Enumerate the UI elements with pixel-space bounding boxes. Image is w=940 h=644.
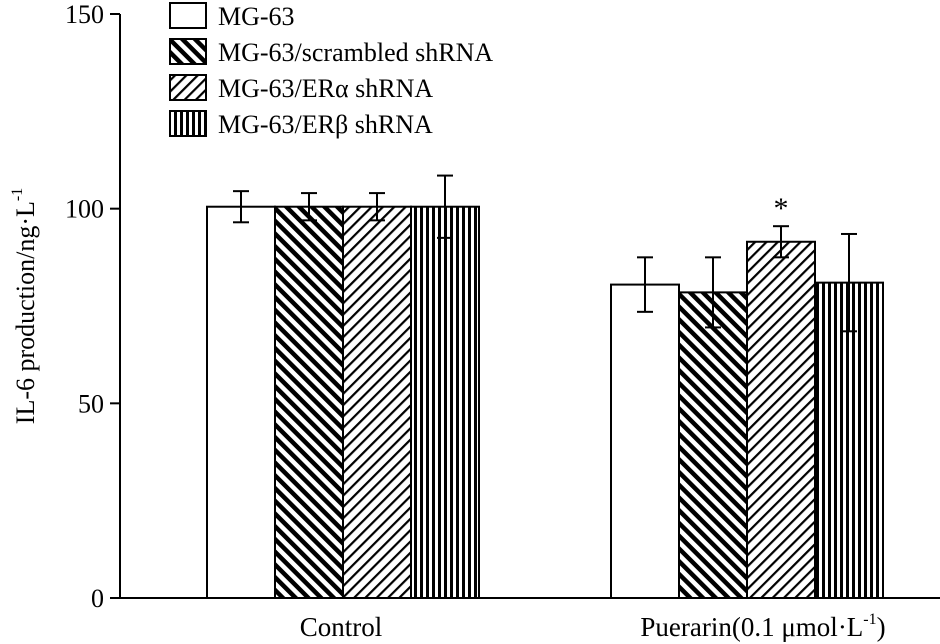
bar-s3-c1 — [814, 281, 884, 599]
legend-swatch-0 — [169, 2, 207, 29]
y-tick-label-2: 100 — [65, 195, 104, 224]
y-tick-label-0: 0 — [91, 584, 104, 613]
error-bar-s1-c1 — [705, 256, 721, 329]
bar-s1-c1 — [678, 291, 748, 599]
error-bar-s1-c0 — [301, 192, 317, 222]
error-bar-s2-c0 — [369, 192, 385, 222]
error-bars — [233, 174, 857, 333]
bar-s3-c0 — [410, 205, 480, 599]
bar-s2-c0 — [342, 205, 412, 599]
legend-label-0: MG-63 — [218, 2, 295, 31]
y-tick-label-3: 150 — [65, 0, 104, 29]
bar-s2-c1 — [746, 240, 816, 599]
legend-swatch-3 — [169, 110, 207, 137]
y-tick-label-1: 50 — [78, 389, 104, 418]
category-label-puerarin-text: Puerarin(0.1 μmol·L — [640, 612, 863, 642]
legend-label-3: MG-63/ERβ shRNA — [218, 110, 433, 139]
legend: MG-63 MG-63/scrambled shRNA MG-63/ERα shRN… — [169, 2, 493, 139]
category-label-control: Control — [300, 612, 383, 642]
legend-swatch-2 — [169, 74, 207, 101]
category-label-puerarin: Puerarin(0.1 μmol·L-1) — [640, 611, 885, 642]
legend-item-2: MG-63/ERα shRNA — [169, 74, 433, 103]
y-axis-label: IL-6 production/ng·L-1 — [9, 188, 40, 424]
bars — [206, 205, 884, 599]
significance-marker-0: * — [774, 192, 789, 225]
y-axis-label-main: IL-6 production/ng·L — [11, 201, 40, 424]
legend-label-1: MG-63/scrambled shRNA — [218, 38, 493, 67]
category-label-puerarin-suffix: ) — [877, 612, 886, 642]
bar-s0-c1 — [610, 283, 680, 599]
error-bar-s0-c0 — [233, 190, 249, 224]
error-bar-s2-c1 — [773, 225, 789, 259]
category-label-puerarin-sup: -1 — [863, 611, 876, 628]
legend-swatch-1 — [169, 38, 207, 65]
y-axis-label-sup: -1 — [9, 188, 26, 201]
legend-item-3: MG-63/ERβ shRNA — [169, 110, 433, 139]
category-label-control-text: Control — [300, 612, 383, 642]
bar-s0-c0 — [206, 205, 276, 599]
bar-s1-c0 — [274, 205, 344, 599]
legend-item-0: MG-63 — [169, 2, 295, 31]
legend-label-2: MG-63/ERα shRNA — [218, 74, 433, 103]
error-bar-s3-c1 — [841, 232, 857, 333]
y-ticks: 0 50 100 150 — [65, 0, 120, 613]
annotations: * — [774, 192, 789, 225]
error-bar-s3-c0 — [437, 174, 453, 239]
legend-item-1: MG-63/scrambled shRNA — [169, 38, 493, 67]
error-bar-s0-c1 — [637, 256, 653, 313]
